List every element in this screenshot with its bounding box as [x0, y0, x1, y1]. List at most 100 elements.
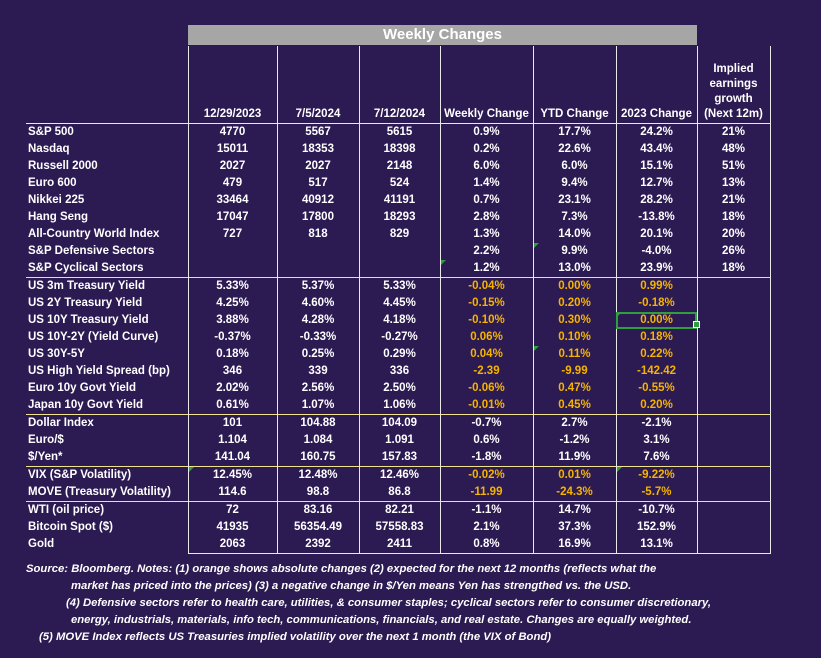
cell[interactable]: 0.8% — [439, 536, 533, 554]
cell[interactable]: 104.09 — [358, 414, 440, 432]
cell[interactable]: 5.33% — [358, 277, 440, 295]
cell[interactable]: 0.30% — [532, 312, 616, 329]
cell[interactable]: 0.04% — [439, 346, 533, 363]
cell[interactable]: -0.27% — [358, 329, 440, 346]
cell[interactable]: 0.20% — [532, 295, 616, 312]
cell[interactable]: 5.37% — [276, 277, 359, 295]
cell[interactable]: 4.28% — [276, 312, 359, 329]
cell[interactable]: 101 — [187, 414, 277, 432]
cell[interactable]: 0.00% — [532, 277, 616, 295]
cell[interactable]: 4.45% — [358, 295, 440, 312]
cell[interactable]: 0.99% — [615, 277, 697, 295]
cell[interactable] — [696, 295, 771, 312]
cell[interactable]: -0.33% — [276, 329, 359, 346]
cell[interactable]: 479 — [187, 175, 277, 192]
cell[interactable]: 14.0% — [532, 226, 616, 243]
cell[interactable]: 22.6% — [532, 141, 616, 158]
cell[interactable]: 20.1% — [615, 226, 697, 243]
cell[interactable]: 2411 — [358, 536, 440, 554]
cell[interactable]: -0.37% — [187, 329, 277, 346]
cell[interactable]: 28.2% — [615, 192, 697, 209]
cell[interactable]: 41935 — [187, 519, 277, 536]
cell[interactable]: 114.6 — [187, 484, 277, 502]
cell[interactable]: -0.01% — [439, 397, 533, 415]
cell[interactable]: 17.7% — [532, 123, 616, 141]
cell[interactable]: 1.3% — [439, 226, 533, 243]
cell[interactable]: -13.8% — [615, 209, 697, 226]
cell[interactable]: 0.7% — [439, 192, 533, 209]
cell[interactable] — [696, 449, 771, 467]
cell[interactable]: -10.7% — [615, 501, 697, 519]
cell[interactable]: 72 — [187, 501, 277, 519]
cell[interactable]: 0.22% — [615, 346, 697, 363]
cell[interactable]: 6.0% — [439, 158, 533, 175]
cell[interactable] — [187, 260, 277, 278]
cell[interactable]: 17800 — [276, 209, 359, 226]
cell[interactable]: 18398 — [358, 141, 440, 158]
cell[interactable]: 15011 — [187, 141, 277, 158]
cell[interactable]: 2148 — [358, 158, 440, 175]
cell[interactable]: 1.4% — [439, 175, 533, 192]
cell[interactable]: 26% — [696, 243, 771, 260]
cell[interactable]: -1.1% — [439, 501, 533, 519]
cell[interactable]: -0.06% — [439, 380, 533, 397]
cell[interactable]: -0.02% — [439, 466, 533, 484]
cell[interactable] — [187, 243, 277, 260]
cell[interactable]: 17047 — [187, 209, 277, 226]
cell[interactable]: 2.1% — [439, 519, 533, 536]
cell[interactable]: -5.7% — [615, 484, 697, 502]
cell[interactable]: 0.47% — [532, 380, 616, 397]
cell[interactable]: -0.10% — [439, 312, 533, 329]
cell[interactable]: -2.39 — [439, 363, 533, 380]
cell[interactable]: 82.21 — [358, 501, 440, 519]
cell[interactable]: 14.7% — [532, 501, 616, 519]
cell[interactable]: 13% — [696, 175, 771, 192]
cell[interactable]: 12.48% — [276, 466, 359, 484]
cell[interactable]: 157.83 — [358, 449, 440, 467]
cell[interactable]: 104.88 — [276, 414, 359, 432]
cell[interactable]: 15.1% — [615, 158, 697, 175]
cell[interactable]: 2.50% — [358, 380, 440, 397]
cell[interactable]: 23.1% — [532, 192, 616, 209]
cell[interactable]: 23.9% — [615, 260, 697, 278]
cell[interactable]: -0.18% — [615, 295, 697, 312]
cell[interactable]: -9.99 — [532, 363, 616, 380]
cell[interactable]: 48% — [696, 141, 771, 158]
cell[interactable]: 524 — [358, 175, 440, 192]
cell[interactable]: -4.0% — [615, 243, 697, 260]
cell[interactable]: 2.8% — [439, 209, 533, 226]
cell[interactable]: 2027 — [187, 158, 277, 175]
fill-handle[interactable] — [693, 321, 700, 328]
cell[interactable]: 339 — [276, 363, 359, 380]
cell[interactable]: 2.56% — [276, 380, 359, 397]
cell[interactable]: 3.88% — [187, 312, 277, 329]
cell[interactable]: 346 — [187, 363, 277, 380]
cell[interactable]: 2.7% — [532, 414, 616, 432]
cell[interactable]: -0.15% — [439, 295, 533, 312]
cell[interactable]: 83.16 — [276, 501, 359, 519]
cell[interactable]: 98.8 — [276, 484, 359, 502]
cell[interactable]: -1.2% — [532, 432, 616, 449]
cell[interactable]: 5615 — [358, 123, 440, 141]
cell[interactable]: -24.3% — [532, 484, 616, 502]
cell[interactable]: 7.6% — [615, 449, 697, 467]
cell[interactable]: 336 — [358, 363, 440, 380]
cell[interactable]: 160.75 — [276, 449, 359, 467]
cell[interactable]: 4.25% — [187, 295, 277, 312]
cell[interactable]: 5567 — [276, 123, 359, 141]
cell[interactable]: 517 — [276, 175, 359, 192]
cell[interactable]: 829 — [358, 226, 440, 243]
cell[interactable]: 41191 — [358, 192, 440, 209]
cell[interactable] — [358, 260, 440, 278]
cell[interactable]: 0.9% — [439, 123, 533, 141]
cell[interactable]: 1.091 — [358, 432, 440, 449]
cell[interactable]: 0.10% — [532, 329, 616, 346]
cell[interactable]: 0.2% — [439, 141, 533, 158]
cell[interactable]: 141.04 — [187, 449, 277, 467]
cell[interactable]: 0.18% — [615, 329, 697, 346]
cell[interactable]: -0.55% — [615, 380, 697, 397]
cell[interactable]: -0.04% — [439, 277, 533, 295]
cell[interactable]: 2027 — [276, 158, 359, 175]
cell[interactable]: 0.29% — [358, 346, 440, 363]
cell[interactable]: 0.06% — [439, 329, 533, 346]
